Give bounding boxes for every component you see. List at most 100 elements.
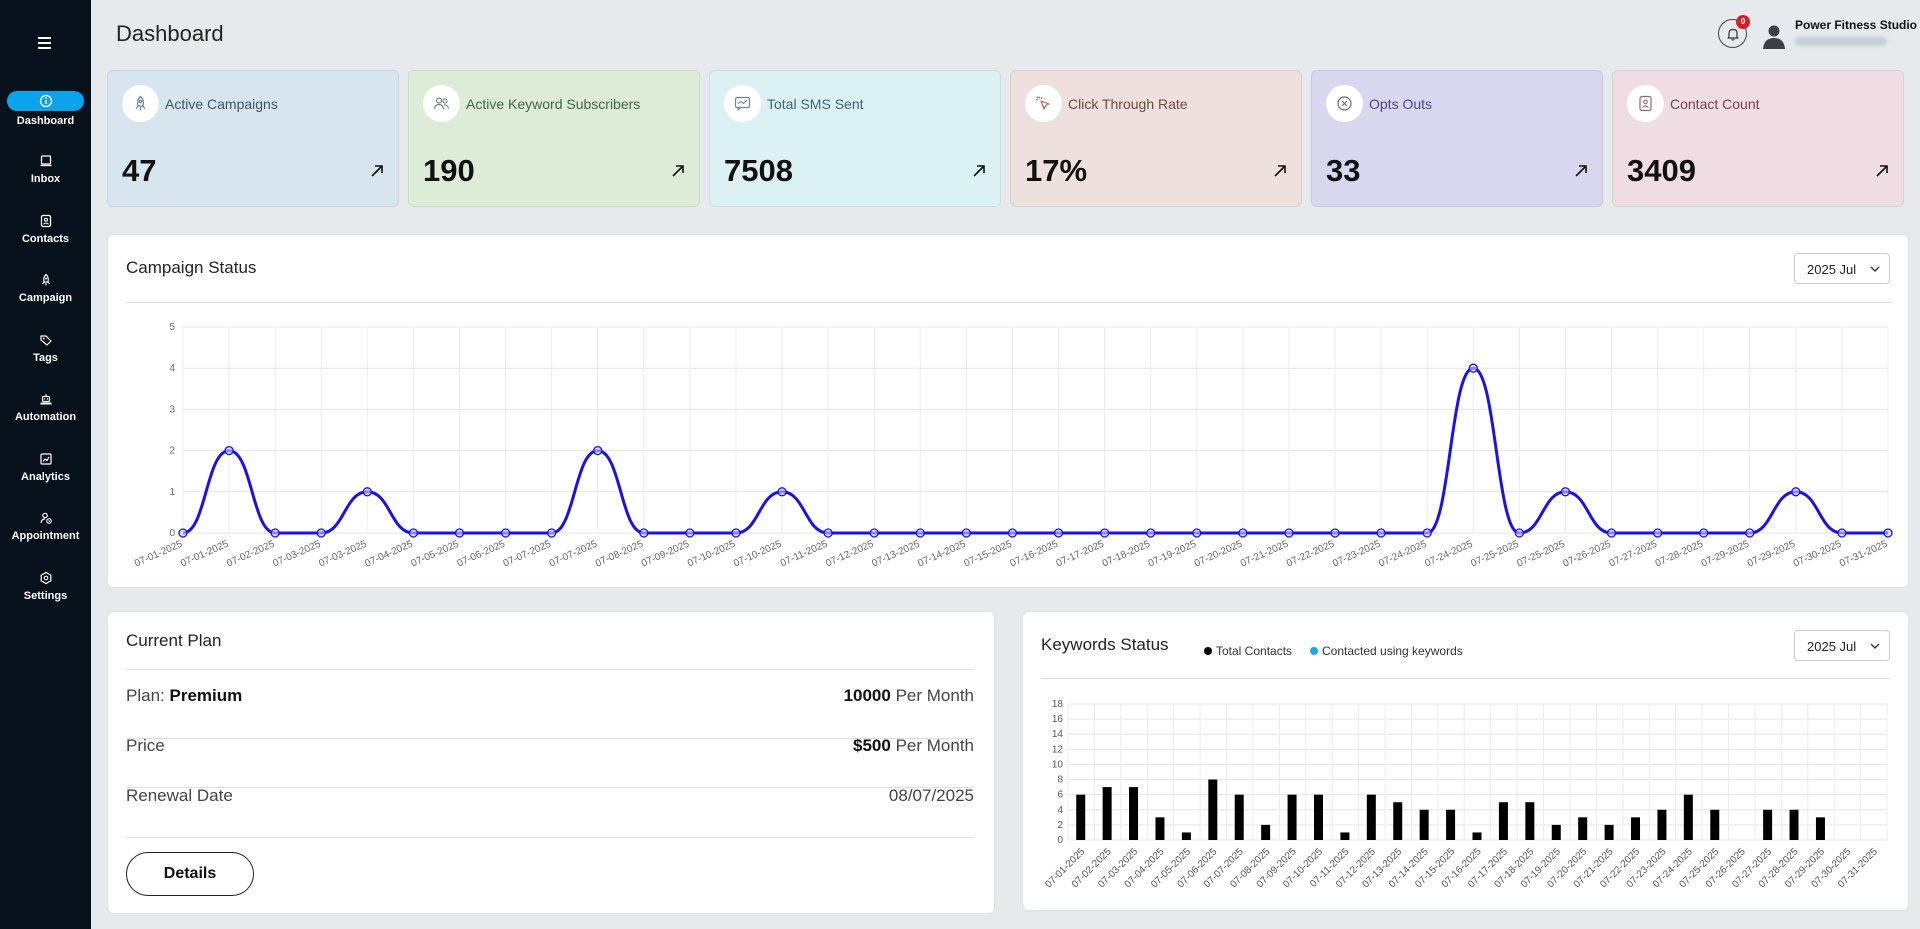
data-point[interactable] (1745, 528, 1755, 538)
data-point[interactable] (316, 528, 326, 538)
data-point[interactable] (500, 528, 511, 538)
x-tick-label: 07-06-2025 (456, 539, 508, 570)
sidebar-item-contacts[interactable]: Contacts (0, 214, 91, 245)
data-point[interactable] (869, 528, 879, 538)
data-point[interactable] (731, 528, 741, 538)
data-point[interactable] (270, 528, 280, 538)
data-point[interactable] (1652, 528, 1663, 538)
sidebar-item-label: Settings (23, 590, 68, 602)
data-point[interactable] (362, 487, 372, 497)
avatar[interactable] (1760, 22, 1788, 50)
x-tick-label: 07-20-2025 (1193, 539, 1245, 570)
data-point[interactable] (1699, 528, 1709, 538)
data-point[interactable] (777, 487, 787, 497)
sidebar-item-inbox[interactable]: Inbox (0, 154, 91, 185)
data-point[interactable] (1238, 528, 1248, 538)
details-button[interactable]: Details (126, 852, 254, 896)
bar-total-contacts[interactable] (1446, 809, 1456, 840)
data-point[interactable] (1560, 487, 1571, 497)
bar-total-contacts[interactable] (1578, 817, 1588, 840)
bar-total-contacts[interactable] (1313, 794, 1323, 840)
bar-total-contacts[interactable] (1498, 802, 1508, 840)
data-point[interactable] (1284, 528, 1294, 538)
data-point[interactable] (915, 528, 925, 538)
data-point[interactable] (639, 528, 649, 538)
data-point[interactable] (1883, 528, 1893, 538)
x-tick-label: 07-09-2025 (640, 539, 692, 570)
plan-row: Plan: Premium 10000 Per Month (126, 670, 974, 720)
data-point[interactable] (408, 528, 419, 538)
sidebar-item-campaign[interactable]: Campaign (0, 273, 91, 304)
stat-card-total-sms-sent[interactable]: Total SMS Sent 7508 (709, 70, 1001, 207)
bar-total-contacts[interactable] (1525, 802, 1535, 840)
data-point[interactable] (1053, 528, 1064, 538)
notifications-button[interactable] (1718, 19, 1747, 48)
arrow-up-right-icon (1274, 165, 1286, 177)
bar-total-contacts[interactable] (1076, 794, 1086, 840)
data-point[interactable] (1791, 487, 1801, 497)
bar-total-contacts[interactable] (1472, 832, 1482, 840)
data-point[interactable] (1468, 363, 1478, 373)
bar-total-contacts[interactable] (1789, 809, 1799, 840)
campaign-period-select[interactable]: 2025 Jul (1794, 253, 1890, 284)
bar-total-contacts[interactable] (1102, 787, 1112, 840)
bar-total-contacts[interactable] (1181, 832, 1191, 840)
bar-total-contacts[interactable] (1763, 809, 1773, 840)
card-value: 17% (1025, 153, 1088, 188)
sidebar-item-appointment[interactable]: Appointment (0, 511, 91, 542)
data-point[interactable] (224, 445, 234, 456)
sidebar-item-tags[interactable]: Tags (0, 333, 91, 364)
stat-card-active-keyword-subscribers[interactable]: Active Keyword Subscribers 190 (408, 70, 700, 207)
data-point[interactable] (593, 445, 603, 456)
keywords-period-select[interactable]: 2025 Jul (1794, 630, 1890, 661)
bar-total-contacts[interactable] (1287, 794, 1297, 840)
bar-total-contacts[interactable] (1551, 824, 1561, 840)
bar-total-contacts[interactable] (1340, 832, 1350, 840)
bar-total-contacts[interactable] (1710, 809, 1720, 840)
x-tick-label: 07-30-2025 (1792, 539, 1844, 570)
sidebar-item-dashboard[interactable]: Dashboard (0, 91, 91, 127)
bar-total-contacts[interactable] (1208, 779, 1218, 840)
stat-card-opts-outs[interactable]: Opts Outs 33 (1311, 70, 1603, 207)
data-point[interactable] (1146, 528, 1156, 538)
data-point[interactable] (454, 528, 465, 538)
bar-total-contacts[interactable] (1129, 787, 1139, 840)
bar-total-contacts[interactable] (1683, 794, 1693, 840)
bar-total-contacts[interactable] (1657, 809, 1667, 840)
contacts-icon (40, 214, 51, 228)
bar-total-contacts[interactable] (1815, 817, 1825, 840)
y-tick-label: 3 (169, 404, 175, 415)
data-point[interactable] (1837, 528, 1847, 538)
data-point[interactable] (1007, 528, 1018, 538)
bar-total-contacts[interactable] (1366, 794, 1376, 840)
data-point[interactable] (823, 528, 833, 538)
stat-card-active-campaigns[interactable]: Active Campaigns 47 (107, 70, 399, 207)
sidebar-item-analytics[interactable]: Analytics (0, 452, 91, 483)
data-point[interactable] (1192, 528, 1202, 538)
stat-card-contact-count[interactable]: Contact Count 3409 (1612, 70, 1904, 207)
bar-total-contacts[interactable] (1393, 802, 1403, 840)
data-point[interactable] (961, 528, 972, 538)
y-tick-label: 6 (1057, 790, 1063, 801)
bar-total-contacts[interactable] (1631, 817, 1641, 840)
data-point[interactable] (1606, 528, 1617, 538)
data-point[interactable] (1376, 528, 1386, 538)
bar-total-contacts[interactable] (1155, 817, 1165, 840)
data-point[interactable] (1099, 528, 1110, 538)
data-point[interactable] (685, 528, 695, 538)
y-tick-label: 18 (1052, 699, 1064, 710)
sidebar-item-automation[interactable]: Automation (0, 392, 91, 423)
data-point[interactable] (178, 528, 188, 538)
data-point[interactable] (1330, 528, 1340, 538)
bar-total-contacts[interactable] (1604, 824, 1614, 840)
bar-total-contacts[interactable] (1234, 794, 1244, 840)
menu-toggle-icon[interactable] (34, 34, 56, 52)
data-point[interactable] (546, 528, 557, 538)
data-point[interactable] (1514, 528, 1525, 538)
bar-total-contacts[interactable] (1419, 809, 1429, 840)
card-icon-circle (423, 85, 460, 122)
bar-total-contacts[interactable] (1261, 824, 1271, 840)
data-point[interactable] (1422, 528, 1432, 538)
stat-card-click-through-rate[interactable]: Click Through Rate 17% (1010, 70, 1302, 207)
sidebar-item-settings[interactable]: Settings (0, 571, 91, 602)
